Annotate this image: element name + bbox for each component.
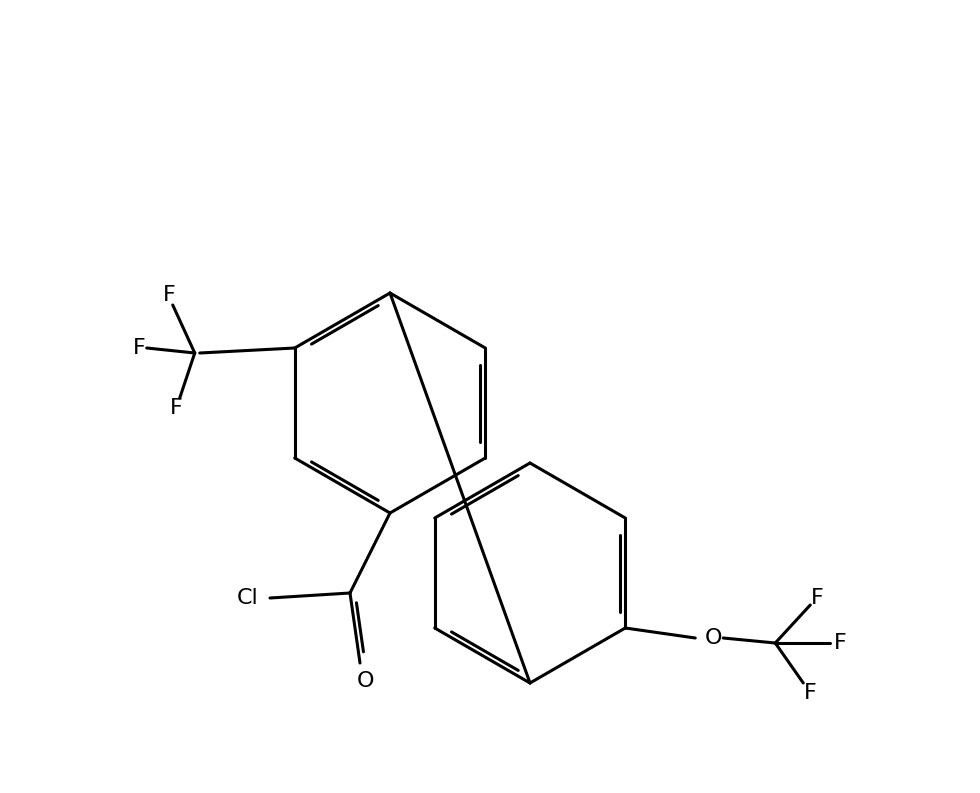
Text: F: F	[133, 338, 146, 358]
Text: F: F	[810, 588, 823, 608]
Text: O: O	[705, 628, 722, 648]
Text: Cl: Cl	[237, 588, 259, 608]
Text: F: F	[804, 683, 816, 703]
Text: F: F	[164, 285, 176, 305]
Text: O: O	[357, 671, 373, 691]
Text: F: F	[834, 633, 847, 653]
Text: F: F	[171, 398, 183, 418]
